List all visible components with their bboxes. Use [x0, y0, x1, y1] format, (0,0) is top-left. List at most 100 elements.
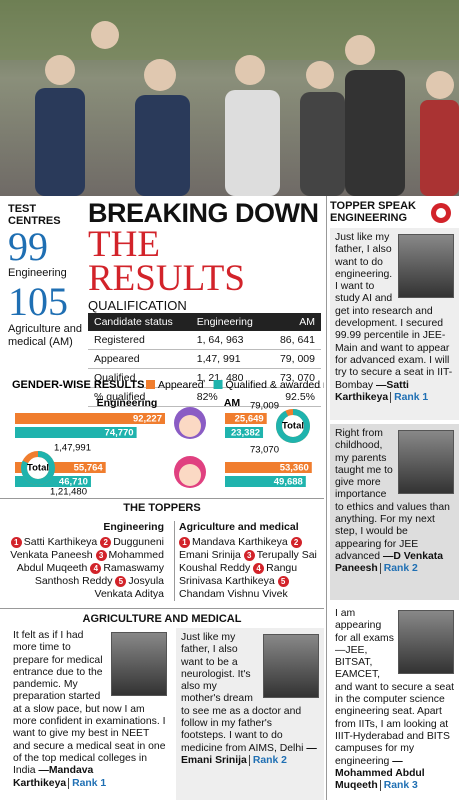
- total-label: Total: [27, 463, 49, 474]
- qualified-total: 1,21,480: [50, 487, 87, 498]
- bar: [225, 413, 267, 424]
- cell: 1,47, 991: [190, 349, 268, 369]
- topper-group: Agriculture and medical 1 Mandava Karthike…: [174, 521, 324, 601]
- bar: [225, 476, 306, 487]
- bar-label: 92,227: [133, 414, 162, 425]
- bar: [15, 462, 106, 473]
- toppers: THE TOPPERS Engineering 1 Satti Karthikeya…: [0, 498, 324, 601]
- rank-badge: 1: [179, 537, 190, 548]
- cell: 82%: [190, 387, 268, 407]
- rank-badge: 3: [243, 550, 255, 561]
- rank-badge: 3: [95, 550, 107, 561]
- quote: I am appearing for all exams—JEE, BITSAT…: [330, 604, 459, 800]
- cell: 1, 64, 963: [190, 331, 268, 350]
- bar-label: 46,710: [59, 477, 88, 488]
- bar-label: 25,649: [235, 414, 264, 425]
- quote-text: I am appearing for all exams—JEE, BITSAT…: [335, 608, 454, 767]
- photo: [398, 610, 454, 674]
- total-arc: [21, 451, 55, 485]
- bar-label: 55,764: [74, 463, 104, 474]
- bar: [225, 427, 264, 438]
- logo: [431, 203, 451, 223]
- quote-text: It felt as if I had more time to prepare…: [13, 630, 166, 777]
- photo: [398, 234, 454, 298]
- bar-label: 53,360: [280, 463, 309, 474]
- cell: Appeared: [88, 349, 191, 369]
- agri: AGRICULTURE AND MEDICAL: [0, 608, 324, 629]
- list: 1 Mandava Karthikeya 2 Emani Srinija 3 Teru…: [179, 536, 324, 601]
- table: Candidate status Engineering AM Registered…: [88, 313, 321, 407]
- total-arc: [276, 409, 310, 443]
- cell: Qualified: [88, 368, 191, 388]
- topper-name: Ramaswamy Santhosh Reddy: [34, 562, 164, 587]
- panel-label: AM: [224, 397, 241, 409]
- label: TEST CENTRES: [8, 203, 61, 227]
- topper-name: Mandava Karthikeya: [192, 536, 288, 548]
- quote-name: —Mohammed Abdul Muqeeth: [335, 755, 425, 792]
- qualified-total: 73,070: [250, 445, 279, 456]
- appeared-total: 1,47,991: [54, 443, 91, 454]
- divider: [326, 196, 327, 800]
- panel-label: Engineering: [97, 397, 158, 409]
- icon-face: [179, 415, 201, 437]
- count: 105: [8, 279, 68, 324]
- section-title: THE TOPPERS: [123, 502, 201, 514]
- quote: Right from childhood, my parents taught …: [330, 424, 459, 600]
- topper-name: Mohammed Abdul Muqeeth: [16, 549, 164, 574]
- chart-title: GENDER-WISE RESULTS: [12, 379, 144, 391]
- th: AM: [267, 313, 321, 331]
- group-label: Agriculture and medical: [179, 521, 299, 533]
- th: Candidate status: [88, 313, 191, 331]
- quote-rank: Rank 1: [390, 391, 429, 403]
- quote-name: —Emani Srinija: [181, 742, 317, 766]
- quote-name: —D Venkata Paneesh: [335, 550, 444, 575]
- quote-text: Just like my father, I also want to do e…: [335, 232, 453, 391]
- section-title: AGRICULTURE AND MEDICAL: [82, 613, 242, 625]
- cell: % qualified: [88, 387, 191, 407]
- topper-name: Chandam Vishnu Vivek: [179, 588, 288, 600]
- quote-rank: Rank 2: [248, 754, 287, 766]
- headline-1: BREAKING DOWN: [88, 198, 319, 228]
- quote-name: —Mandava Karthikeya: [13, 765, 94, 789]
- cell: 1, 21, 480: [190, 368, 268, 388]
- photo: [111, 632, 167, 696]
- legend-label: Qualified & awarded rank: [226, 379, 324, 391]
- gender-chart: GENDER-WISE RESULTS Appeared Qualified & a…: [12, 379, 324, 498]
- list: 1 Satti Karthikeya 2 Dugguneni Venkata Pan…: [0, 536, 164, 601]
- cell: 73, 070: [267, 368, 321, 388]
- topper-name: Josyula Venkata Aditya: [94, 575, 164, 600]
- section-title: TOPPER SPEAK ENGINEERING: [330, 200, 416, 224]
- quote: Just like my father, I also want to do e…: [330, 228, 459, 420]
- bar-label: 74,770: [105, 428, 134, 439]
- topper-name: Terupally Sai Koushal Reddy: [179, 549, 317, 574]
- legend-label: Appeared: [158, 379, 204, 391]
- bar: [15, 476, 91, 487]
- photo: [398, 430, 454, 494]
- topper-name: Emani Srinija: [179, 549, 241, 561]
- rank-badge: 5: [277, 576, 289, 587]
- headline: BREAKING DOWN THE RESULTS QUALIFICATION …: [88, 198, 324, 407]
- rank-badge: 2: [290, 537, 302, 548]
- bar-label: 49,688: [274, 477, 303, 488]
- quote-text: Right from childhood, my parents taught …: [335, 428, 450, 562]
- quote-text: Just like my father, I also want to be a…: [181, 632, 304, 754]
- photo: [263, 634, 319, 698]
- headline-2: THE RESULTS: [88, 224, 245, 299]
- quote-rank: Rank 2: [379, 563, 418, 575]
- count: 99: [8, 224, 48, 269]
- icon-face: [179, 464, 201, 486]
- total-label: Total: [282, 421, 304, 432]
- cell: Registered: [88, 331, 191, 350]
- bar: [15, 427, 137, 438]
- centre-label: Engineering: [8, 267, 67, 279]
- quote-name: —Satti Karthikeya: [335, 379, 409, 403]
- hero-photo: [0, 0, 459, 196]
- quote: It felt as if I had more time to prepare…: [8, 626, 172, 800]
- rank-badge: 2: [100, 537, 112, 548]
- topper-name: Rangu Srinivasa Karthikeya: [179, 562, 298, 587]
- quote-rank: Rank 3: [379, 780, 418, 792]
- appeared-total: 79,009: [250, 401, 279, 412]
- centre-label: Agriculture and medical (AM): [8, 323, 82, 348]
- cell: 86, 641: [267, 331, 321, 350]
